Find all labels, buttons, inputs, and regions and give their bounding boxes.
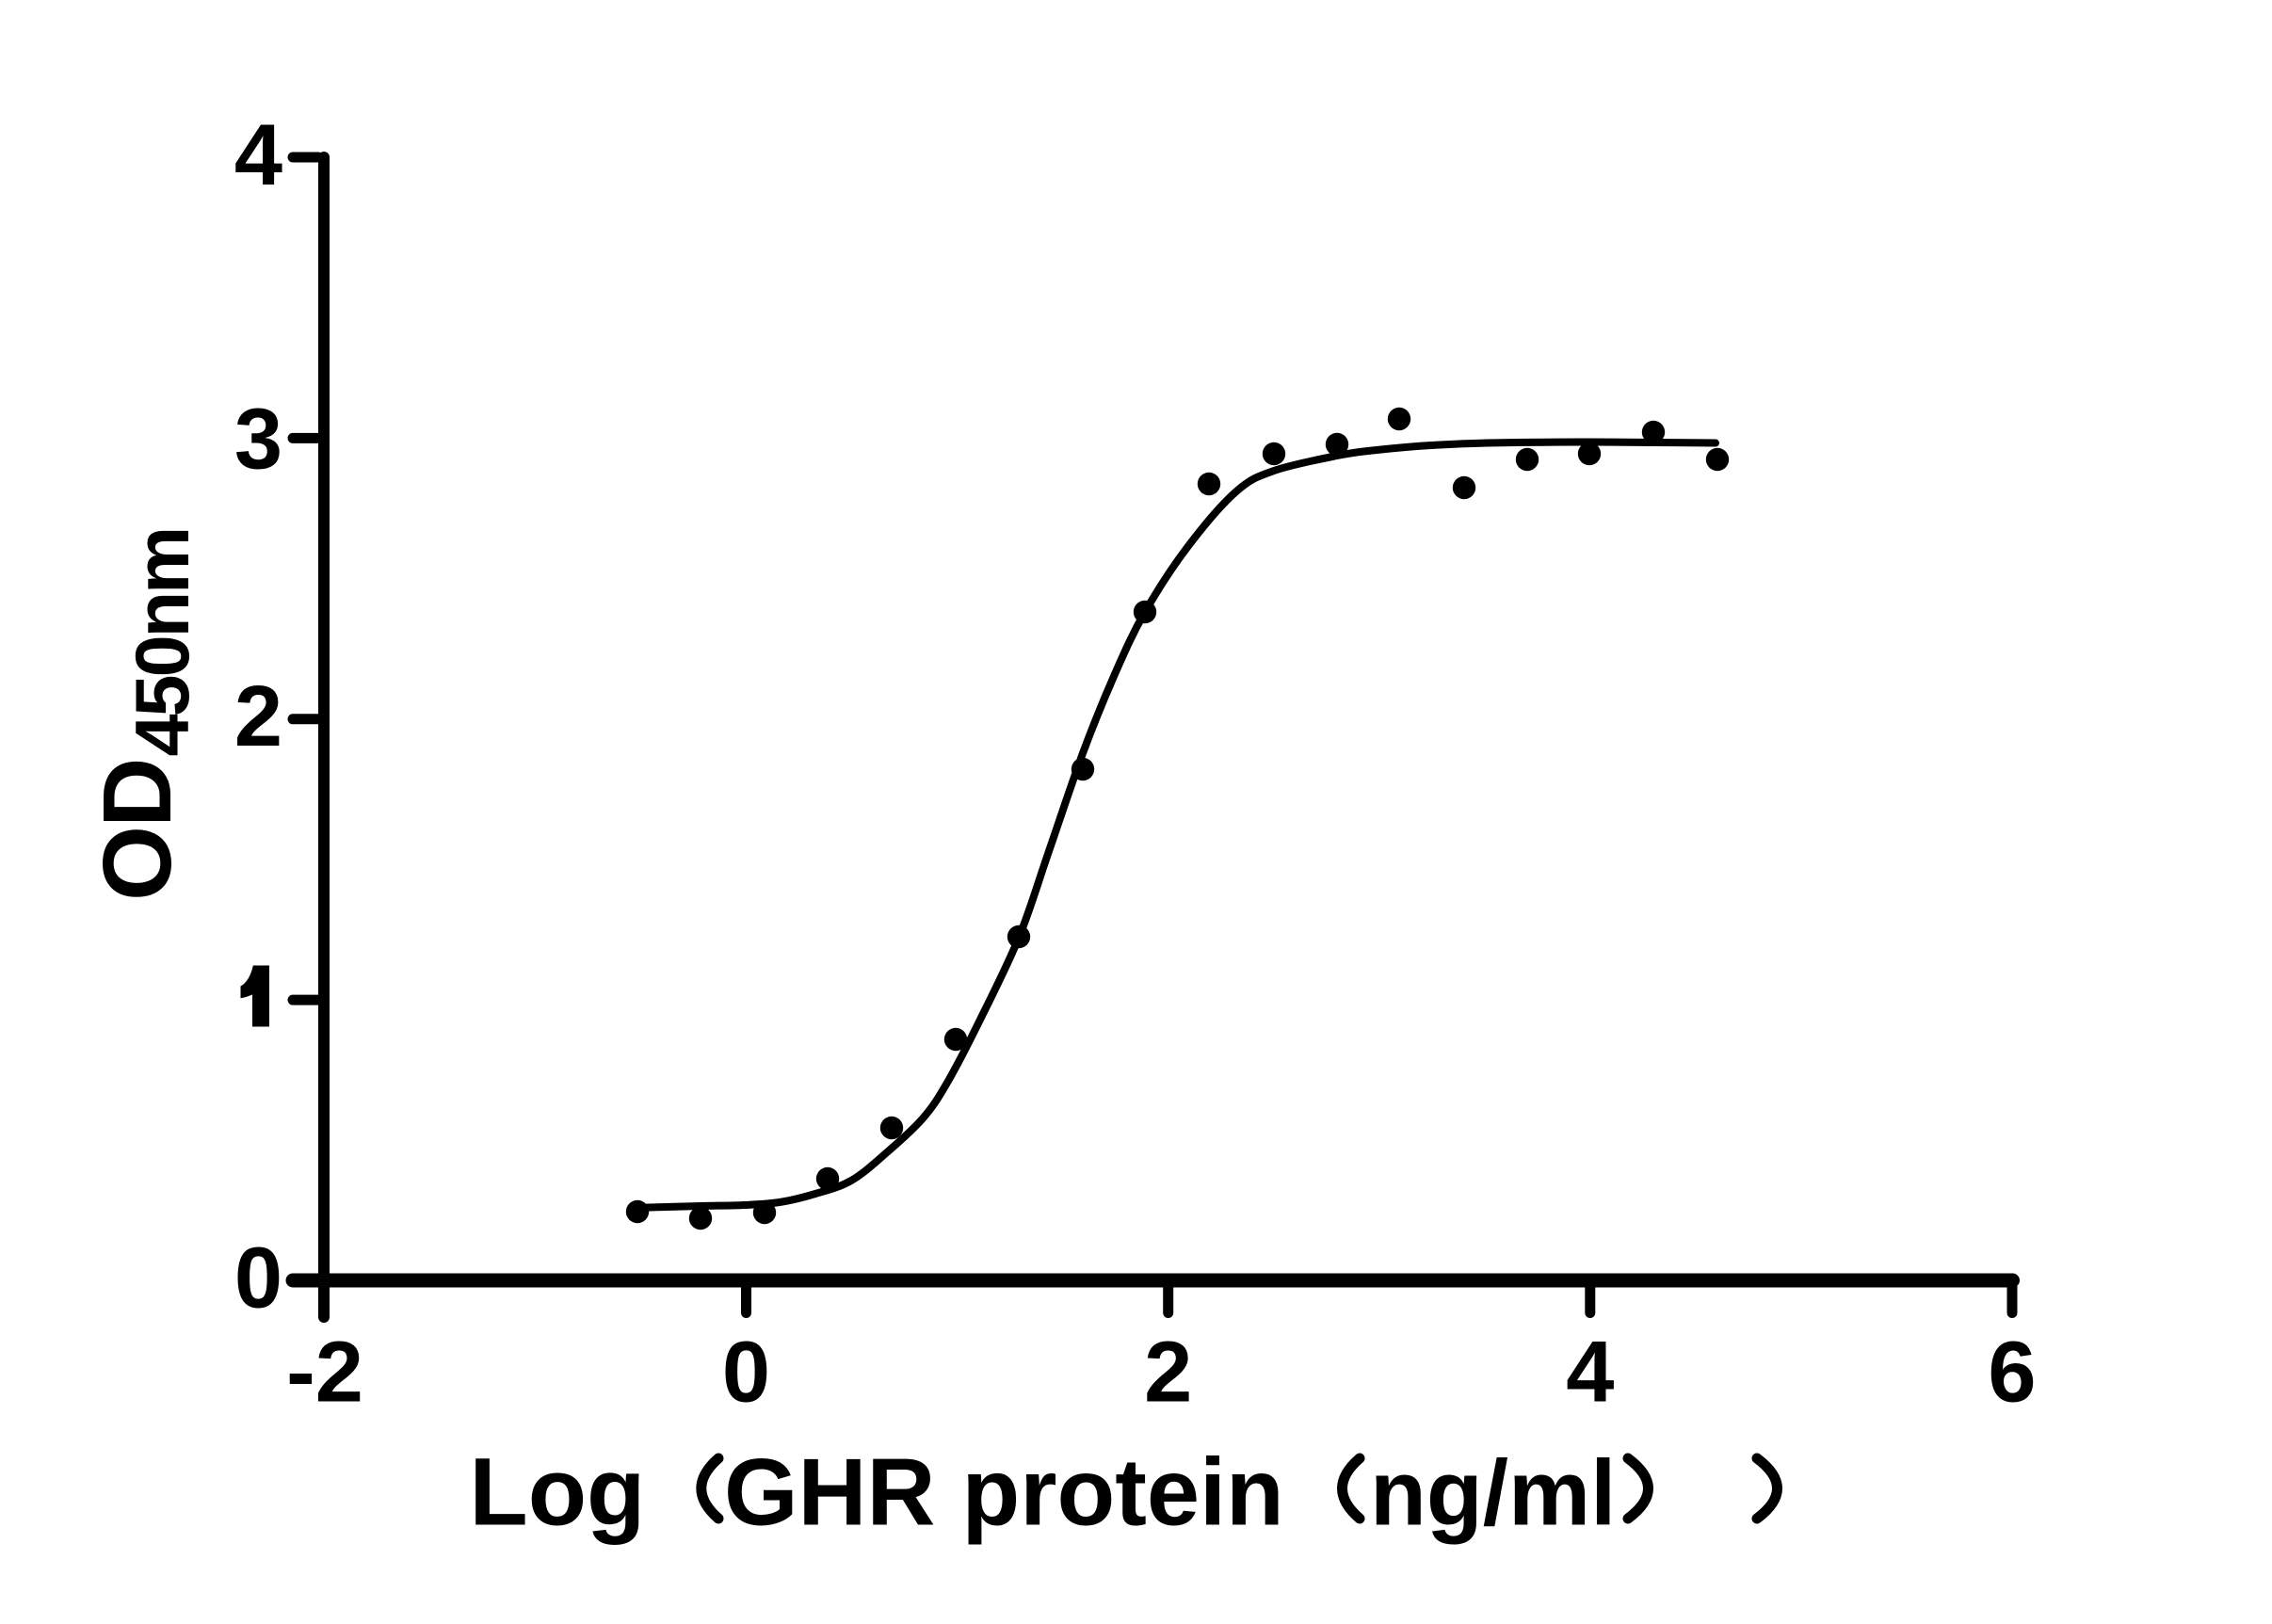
svg-text:0: 0 [722, 1325, 770, 1421]
svg-text:2: 2 [234, 668, 282, 764]
svg-text:4: 4 [1566, 1325, 1614, 1421]
svg-text:4: 4 [234, 107, 282, 203]
svg-text:OD450nm: OD450nm [83, 529, 205, 901]
svg-text:6: 6 [1988, 1325, 2036, 1421]
svg-text:-2: -2 [286, 1325, 363, 1421]
svg-text:2: 2 [1144, 1325, 1192, 1421]
svg-text:0: 0 [234, 1230, 282, 1327]
svg-text:3: 3 [234, 392, 282, 488]
